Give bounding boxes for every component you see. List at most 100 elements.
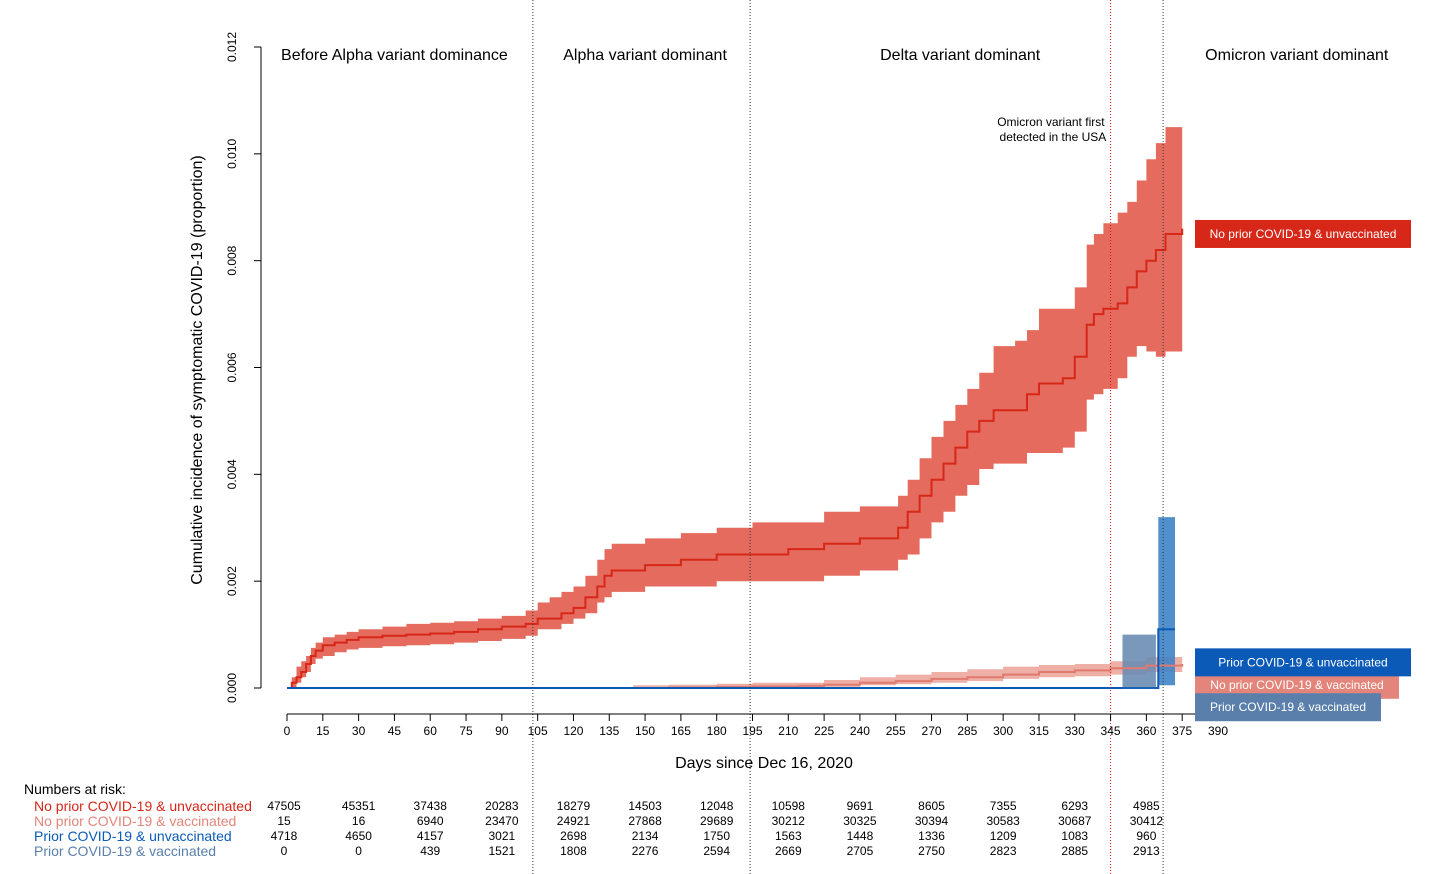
risk-cell: 6293 [1061,799,1088,813]
x-tick-label: 330 [1065,724,1085,738]
risk-row-label-2: No prior COVID-19 & vaccinated [34,813,236,829]
period-label-2: Alpha variant dominant [563,47,727,64]
line-series-2 [633,664,1184,689]
x-tick-label: 285 [957,724,977,738]
risk-cell: 2913 [1133,844,1160,858]
risk-cell: 3021 [488,829,515,843]
risk-cell: 10598 [772,799,806,813]
x-tick-label: 165 [671,724,691,738]
risk-cell: 30212 [772,814,806,828]
risk-cell: 1083 [1061,829,1088,843]
risk-cell: 2698 [560,829,587,843]
risk-cell: 4718 [271,829,298,843]
y-tick-label: 0.002 [225,566,239,596]
x-tick-label: 0 [284,724,291,738]
x-tick-label: 315 [1029,724,1049,738]
risk-cell: 27868 [628,814,662,828]
x-tick-label: 225 [814,724,834,738]
period-labels: Before Alpha variant dominance Alpha vari… [281,47,1389,64]
risk-table: Numbers at risk: No prior COVID-19 & unv… [24,781,1163,859]
band-series-4 [1122,634,1156,688]
risk-cell: 30412 [1130,814,1164,828]
x-tick-label: 15 [316,724,330,738]
x-tick-label: 195 [742,724,762,738]
x-tick-label: 255 [886,724,906,738]
series-label-box-3 [1195,648,1411,677]
risk-table-title: Numbers at risk: [24,781,126,797]
risk-cell: 1808 [560,844,587,858]
risk-cell: 2276 [632,844,659,858]
series-label-box-1 [1195,219,1411,248]
risk-cell: 1448 [847,829,874,843]
y-tick-label: 0.006 [225,352,239,382]
risk-cell: 47505 [267,799,301,813]
series-label-box-4 [1195,693,1381,722]
x-tick-label: 180 [707,724,727,738]
line-series-1 [287,228,1184,689]
period-label-1: Before Alpha variant dominance [281,47,508,64]
risk-cell: 0 [281,844,288,858]
annotation-line-1: Omicron variant first [997,115,1105,129]
risk-cell: 16 [352,814,366,828]
period-label-3: Delta variant dominant [880,47,1041,64]
y-tick-label: 0.012 [225,32,239,62]
risk-cell: 4650 [345,829,372,843]
x-axis-label: Days since Dec 16, 2020 [675,755,853,772]
risk-cell: 30325 [843,814,877,828]
annotation-line-2: detected in the USA [1000,130,1107,144]
risk-cell: 2669 [775,844,802,858]
x-tick-label: 300 [993,724,1013,738]
risk-cell: 960 [1136,829,1156,843]
series-lines [287,228,1184,689]
series-labels: No prior COVID-19 & unvaccinated No prior… [1195,219,1411,722]
x-tick-label: 30 [352,724,366,738]
risk-cell: 2823 [990,844,1017,858]
risk-cell: 439 [420,844,440,858]
risk-cell: 30394 [915,814,949,828]
risk-row-label-4: Prior COVID-19 & vaccinated [34,843,216,859]
risk-cell: 37438 [414,799,448,813]
confidence-bands [287,127,1183,689]
risk-cell: 12048 [700,799,734,813]
axes: 0 15 30 45 60 75 90 105 120 135 150 165 180 195 210 225… [225,32,1228,738]
risk-cell: 30583 [986,814,1020,828]
series-label-text-3: Prior COVID-19 & unvaccinated [1218,655,1387,669]
risk-cell: 15 [277,814,291,828]
x-tick-label: 45 [388,724,402,738]
x-tick-label: 360 [1136,724,1156,738]
x-tick-label: 135 [599,724,619,738]
risk-row-label-1: No prior COVID-19 & unvaccinated [34,798,252,814]
series-label-text-4: Prior COVID-19 & vaccinated [1210,700,1366,714]
x-tick-label: 390 [1208,724,1228,738]
risk-cell: 2134 [632,829,659,843]
y-tick-label: 0.000 [225,673,239,703]
risk-cell: 18279 [557,799,591,813]
x-tick-label: 210 [778,724,798,738]
y-tick-label: 0.004 [225,459,239,489]
risk-row-label-3: Prior COVID-19 & unvaccinated [34,828,232,844]
x-tick-label: 375 [1172,724,1192,738]
risk-cell: 29689 [700,814,734,828]
omicron-annotation: Omicron variant first detected in the US… [997,115,1106,144]
risk-cell: 1521 [488,844,515,858]
risk-cell: 8605 [918,799,945,813]
x-tick-label: 75 [459,724,473,738]
period-label-4: Omicron variant dominant [1205,47,1389,64]
x-tick-label: 120 [563,724,583,738]
risk-cell: 20283 [485,799,519,813]
band-series-2 [633,656,1183,688]
series-label-text-1: No prior COVID-19 & unvaccinated [1210,227,1397,241]
risk-cell: 4985 [1133,799,1160,813]
risk-cell: 23470 [485,814,519,828]
x-tick-label: 240 [850,724,870,738]
x-tick-label: 105 [528,724,548,738]
risk-cell: 14503 [628,799,662,813]
x-tick-label: 90 [495,724,509,738]
band-series-1 [287,127,1183,689]
x-tick-label: 270 [922,724,942,738]
risk-cell: 9691 [847,799,874,813]
risk-cell: 0 [355,844,362,858]
risk-cell: 2885 [1061,844,1088,858]
risk-cell: 2750 [918,844,945,858]
x-tick-label: 60 [424,724,438,738]
